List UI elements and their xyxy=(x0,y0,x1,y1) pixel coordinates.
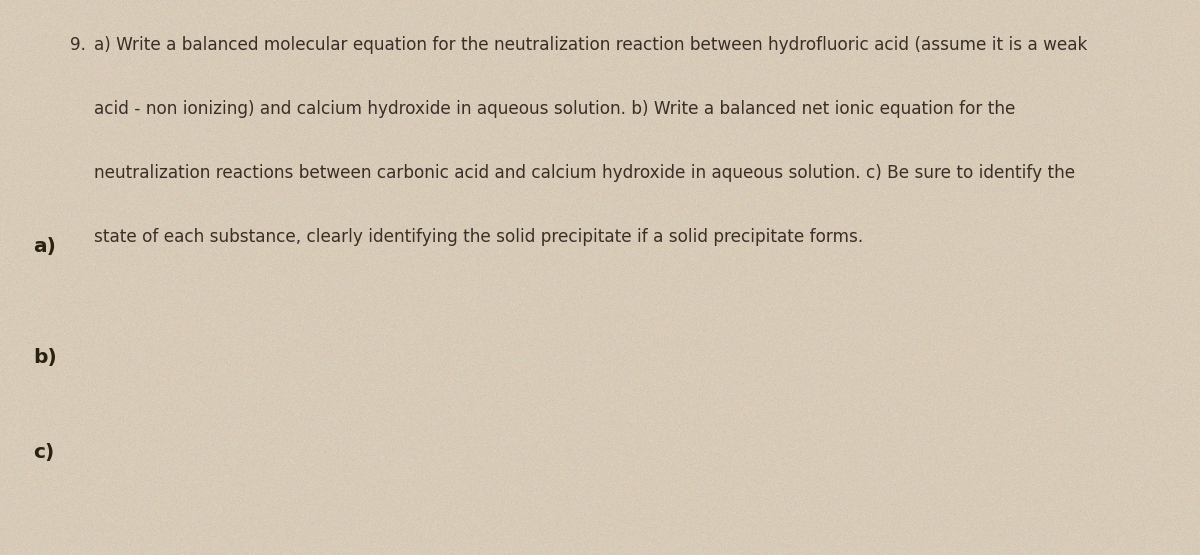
Text: neutralization reactions between carbonic acid and calcium hydroxide in aqueous : neutralization reactions between carboni… xyxy=(94,164,1075,181)
Text: acid - non ionizing) and calcium hydroxide in aqueous solution. b) Write a balan: acid - non ionizing) and calcium hydroxi… xyxy=(94,100,1015,118)
Text: state of each substance, clearly identifying the solid precipitate if a solid pr: state of each substance, clearly identif… xyxy=(94,228,863,245)
Text: a): a) xyxy=(34,238,56,256)
Text: a) Write a balanced molecular equation for the neutralization reaction between h: a) Write a balanced molecular equation f… xyxy=(94,36,1087,54)
Text: c): c) xyxy=(34,443,55,462)
Text: b): b) xyxy=(34,349,58,367)
Text: 9.: 9. xyxy=(70,36,85,54)
